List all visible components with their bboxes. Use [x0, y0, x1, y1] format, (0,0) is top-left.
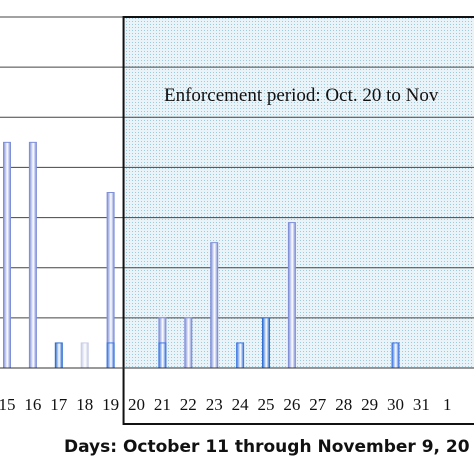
bar: [106, 192, 115, 369]
bar: [3, 141, 11, 369]
x-tick-label: 27: [309, 395, 327, 414]
bar: [391, 342, 400, 369]
x-tick-label: 16: [24, 395, 41, 414]
x-axis-label: Days: October 11 through November 9, 20: [64, 437, 470, 457]
x-tick-label: 28: [335, 395, 352, 414]
bar: [262, 317, 270, 369]
bar: [210, 242, 219, 369]
x-tick-label: 29: [361, 395, 378, 414]
enforcement-region-border: [122, 16, 474, 425]
x-tick-label: 31: [413, 395, 430, 414]
gridlines: [0, 16, 474, 319]
x-tick-label: 22: [180, 395, 197, 414]
bar: [54, 342, 63, 369]
x-tick-label: 15: [0, 395, 16, 414]
x-tick-label: 21: [154, 395, 171, 414]
x-tick-label: 30: [387, 395, 404, 414]
x-tick-label: 19: [102, 395, 119, 414]
x-tick-label: 24: [232, 395, 250, 414]
bar: [158, 342, 167, 369]
x-tick-label: 25: [258, 395, 275, 414]
x-tick-label: 20: [128, 395, 145, 414]
x-tick-label: 23: [206, 395, 223, 414]
x-tick-label: 26: [283, 395, 300, 414]
bar: [287, 222, 296, 369]
enforcement-region: [123, 17, 474, 368]
x-tick-label: 17: [50, 395, 68, 414]
bar: [184, 317, 193, 369]
bar: [28, 141, 37, 369]
enforcement-annotation: Enforcement period: Oct. 20 to Nov: [164, 85, 439, 106]
bar: [106, 342, 115, 369]
x-tick-label: 1: [443, 395, 452, 414]
bar: [236, 342, 245, 369]
x-tick-label: 18: [76, 395, 93, 414]
x-tick-labels: 15 16 17 18 19 20 21 22 23 24 25 26 27 28 29 30 31 1: [0, 395, 452, 414]
bar: [80, 342, 89, 369]
